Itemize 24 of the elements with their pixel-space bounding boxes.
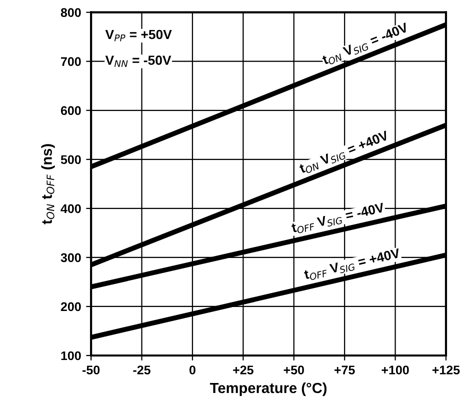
x-tick-label: +75: [334, 366, 355, 374]
x-tick-label: +100: [382, 366, 409, 374]
x-tick-label: -50: [82, 366, 100, 374]
y-tick-label: 100: [61, 351, 81, 360]
text: t$_{ON}$ V$_{SIG}$ = -40V: [321, 22, 410, 67]
x-tick-label: +125: [432, 366, 460, 374]
x-tick-label: 0: [189, 366, 196, 374]
y-tick-label: 800: [60, 8, 81, 17]
y-tick-label: 500: [60, 155, 81, 164]
y-tick-label: 200: [60, 302, 81, 312]
annotation: V$_{PP}$ = +50V: [105, 30, 172, 42]
annotation: V$_{NN}$ = -50V: [105, 56, 172, 67]
x-axis-title: Temperature (°C): [210, 382, 326, 396]
y-tick-label: 700: [61, 57, 81, 66]
x-tick-label: +25: [233, 366, 254, 374]
x-tick-label: -25: [133, 366, 150, 374]
y-axis-title: t$_{ON}$ t$_{OFF}$ (ns): [41, 144, 55, 224]
y-tick-label: 400: [60, 204, 81, 214]
y-tick-label: 600: [60, 106, 81, 116]
text: t$_{OFF}$ V$_{SIG}$ = -40V: [290, 202, 386, 235]
x-tick-label: +50: [284, 366, 304, 374]
y-tick-label: 300: [60, 253, 81, 262]
text: t$_{OFF}$ V$_{SIG}$ = +40V: [304, 248, 402, 282]
text: t$_{ON}$ V$_{SIG}$ = +40V: [298, 130, 390, 176]
